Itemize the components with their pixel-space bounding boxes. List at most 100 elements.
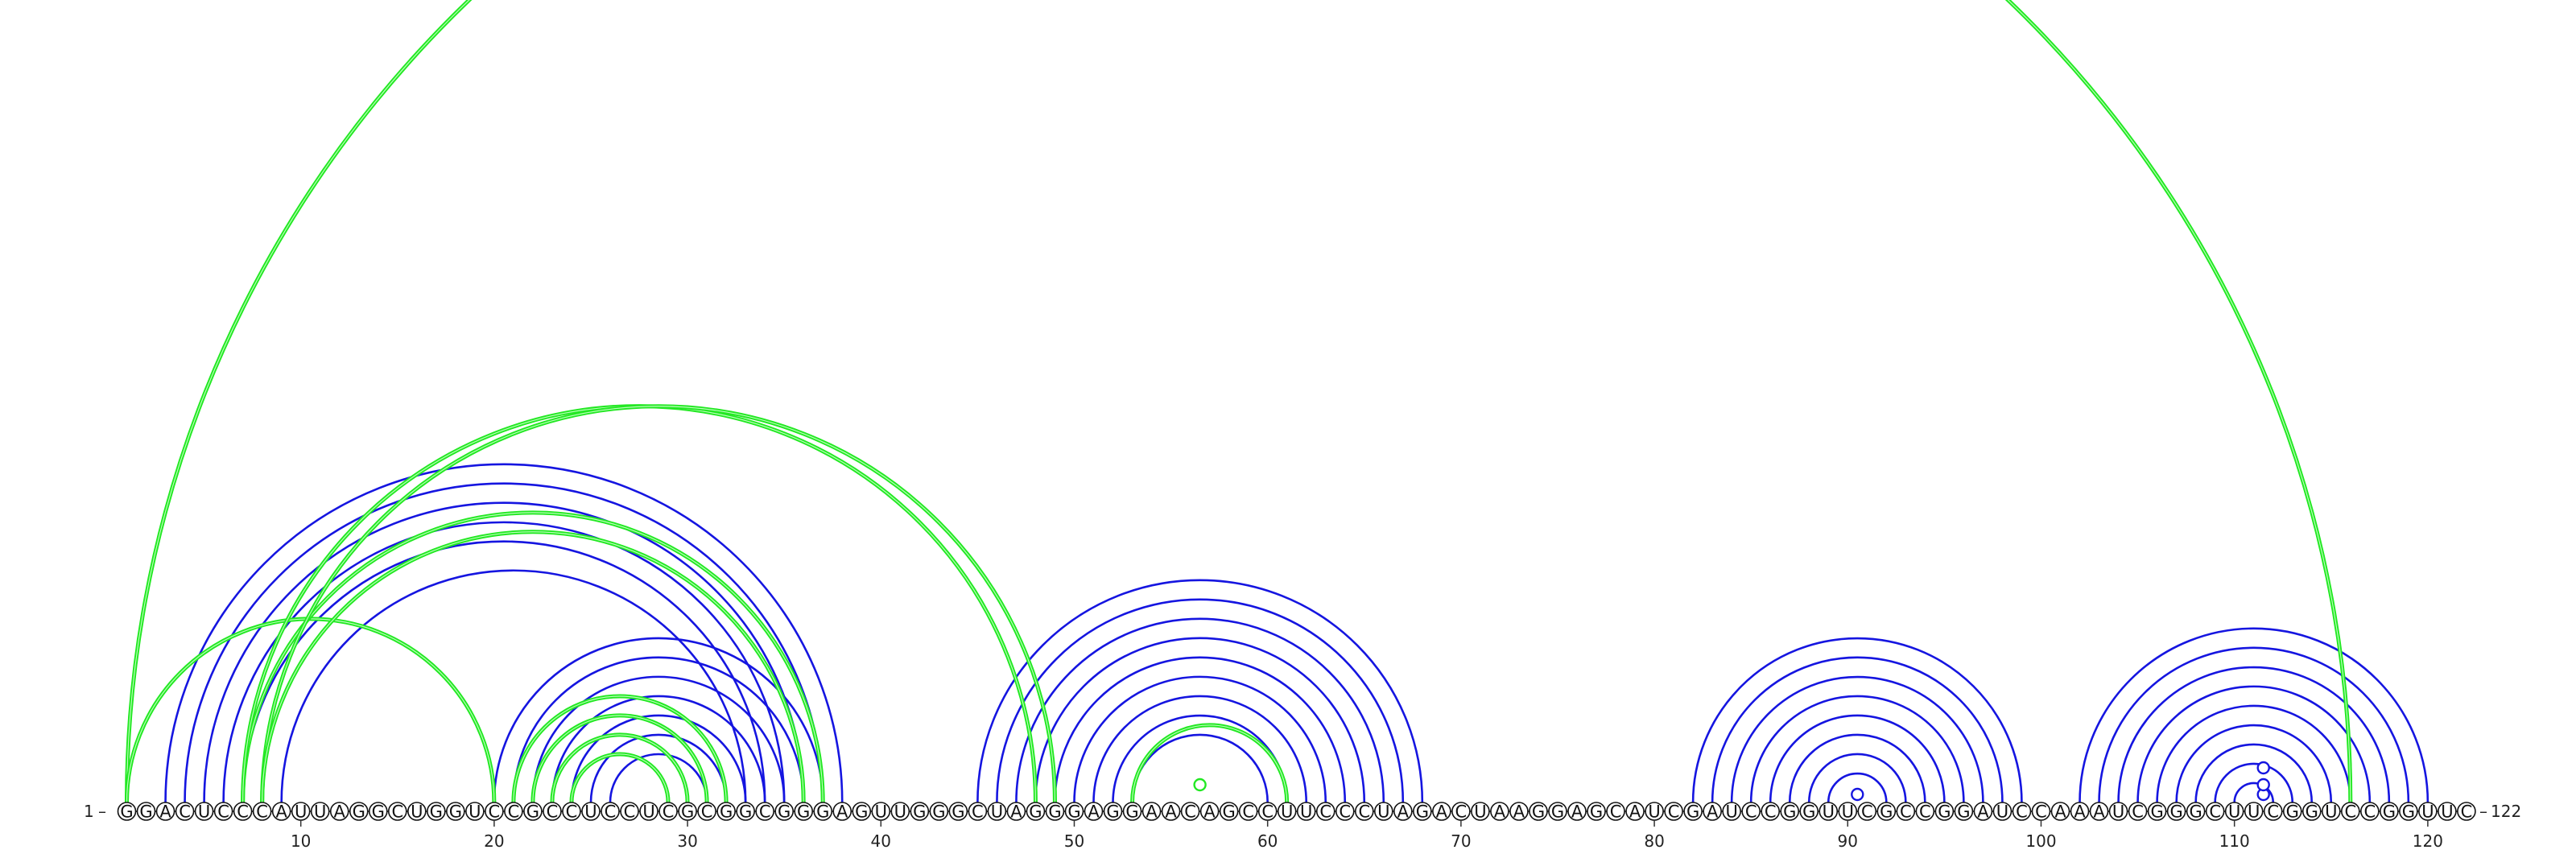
nucleotide-letter-13: G xyxy=(353,802,365,822)
nucleotide-letter-56: C xyxy=(1184,802,1196,822)
base-pair-arc-109-113 xyxy=(2214,762,2294,803)
base-pair-arc-highlight-8-36 xyxy=(262,531,804,803)
end-position-label: 122 xyxy=(2491,802,2521,821)
nucleotide-circle-37 xyxy=(813,802,833,821)
nucleotide-circle-55 xyxy=(1161,802,1181,821)
nucleotide-circle-39 xyxy=(852,802,872,821)
tick-label-60: 60 xyxy=(1257,831,1278,851)
nucleotide-circle-74 xyxy=(1529,802,1548,821)
nucleotide-circle-44 xyxy=(948,802,968,821)
nucleotide-letter-5: U xyxy=(198,802,210,822)
base-pair-arc-23-34 xyxy=(551,695,766,803)
nucleotide-circle-92 xyxy=(1876,802,1897,821)
nucleotide-circle-53 xyxy=(1122,802,1142,821)
nucleotide-letter-43: G xyxy=(932,802,945,822)
nucleotide-letter-79: A xyxy=(1629,802,1641,822)
base-pair-arc-88-93 xyxy=(1807,753,1907,803)
nucleotide-letter-44: G xyxy=(952,802,964,822)
base-pair-arc-highlight-7-48 xyxy=(242,405,1037,803)
base-pair-arc-21-36 xyxy=(512,656,805,803)
nucleotide-letter-12: A xyxy=(334,802,346,822)
base-pair-arc-47-66 xyxy=(1015,617,1385,803)
nucleotide-circle-91 xyxy=(1857,802,1877,821)
base-pair-arc-51-62 xyxy=(1092,695,1308,803)
nucleotide-circle-8 xyxy=(252,802,272,821)
tick-label-120: 120 xyxy=(2413,831,2443,851)
nucleotide-circle-56 xyxy=(1180,802,1200,821)
nucleotide-circle-31 xyxy=(697,802,716,821)
nucleotide-circle-12 xyxy=(329,802,349,821)
nucleotide-circle-93 xyxy=(1896,802,1916,821)
nucleotide-letter-64: C xyxy=(1339,802,1351,822)
nucleotide-circle-36 xyxy=(794,802,814,821)
nucleotide-circle-107 xyxy=(2166,802,2186,821)
nucleotide-letter-68: G xyxy=(1416,802,1429,822)
nucleotide-circle-119 xyxy=(2399,802,2418,821)
nucleotide-letter-110: U xyxy=(2228,802,2240,822)
nucleotide-circle-61 xyxy=(1277,802,1297,821)
nucleotide-letter-49: G xyxy=(1048,802,1061,822)
nucleotide-circle-102 xyxy=(2070,802,2090,821)
nucleotide-circle-113 xyxy=(2282,802,2302,821)
nucleotide-letter-92: G xyxy=(1880,802,1893,822)
nucleotide-letter-91: C xyxy=(1861,802,1873,822)
base-pair-arc-45-68 xyxy=(976,579,1424,803)
nucleotide-letter-51: A xyxy=(1088,802,1100,822)
nucleotide-circle-54 xyxy=(1141,802,1162,821)
base-pair-arc-24-29 xyxy=(569,752,671,803)
tick-label-110: 110 xyxy=(2219,831,2250,851)
nucleotide-circle-9 xyxy=(271,802,291,821)
nucleotide-letter-35: G xyxy=(778,802,791,822)
nucleotide-circle-86 xyxy=(1761,802,1780,821)
base-pair-arc-highlight-21-32 xyxy=(513,695,727,803)
nucleotide-circle-99 xyxy=(2012,802,2032,821)
nucleotide-letter-42: G xyxy=(913,802,926,822)
nucleotide-letter-17: G xyxy=(430,802,443,822)
base-pair-arc-53-61 xyxy=(1130,723,1290,803)
nucleotide-letter-25: U xyxy=(584,802,597,822)
nucleotide-circle-26 xyxy=(601,802,620,821)
nucleotide-letter-98: U xyxy=(1996,802,2008,822)
nucleotide-circle-23 xyxy=(543,802,562,821)
nucleotide-letter-57: A xyxy=(1203,802,1216,822)
nucleotide-circle-78 xyxy=(1606,802,1625,821)
nucleotide-circle-3 xyxy=(155,802,175,821)
nucleotide-letter-71: U xyxy=(1474,802,1486,822)
base-pair-arc-highlight-22-31 xyxy=(532,715,708,803)
nucleotide-letter-59: C xyxy=(1242,802,1254,822)
nucleotide-circle-45 xyxy=(968,802,988,821)
base-pair-arc-highlight-1-116 xyxy=(126,0,2351,803)
base-pair-arc-25-32 xyxy=(589,733,728,803)
tick-label-90: 90 xyxy=(1838,831,1858,851)
nucleotide-circle-59 xyxy=(1238,802,1258,821)
base-pair-arc-83-98 xyxy=(1711,656,2004,803)
nucleotide-letter-32: G xyxy=(720,802,733,822)
nucleotide-circle-111 xyxy=(2244,802,2264,821)
nucleotide-letter-21: C xyxy=(508,802,520,822)
nucleotide-letter-112: C xyxy=(2267,802,2279,822)
nucleotide-circle-35 xyxy=(774,802,794,821)
base-pair-arc-102-120 xyxy=(2079,627,2429,803)
nucleotide-letter-88: G xyxy=(1802,802,1815,822)
nucleotide-letter-78: C xyxy=(1610,802,1622,822)
nucleotide-letter-83: A xyxy=(1707,802,1719,822)
nucleotide-circle-82 xyxy=(1683,802,1703,821)
nucleotide-circle-16 xyxy=(407,802,427,821)
nucleotide-circle-75 xyxy=(1548,802,1567,821)
nucleotide-circle-68 xyxy=(1413,802,1432,821)
nucleotide-letter-10: U xyxy=(295,802,307,822)
nucleotide-circle-32 xyxy=(716,802,736,821)
base-pair-arc-106-116 xyxy=(2156,704,2352,803)
nucleotide-circle-58 xyxy=(1219,802,1239,821)
nucleotide-letter-81: C xyxy=(1668,802,1680,822)
nucleotide-circle-6 xyxy=(213,802,233,821)
nucleotide-circle-46 xyxy=(987,802,1007,821)
nucleotide-circle-43 xyxy=(929,802,949,821)
nucleotide-letter-7: C xyxy=(237,802,249,822)
nucleotide-letter-93: C xyxy=(1900,802,1912,822)
base-pair-arc-highlight-53-61 xyxy=(1131,724,1288,803)
nucleotide-circle-52 xyxy=(1103,802,1123,821)
nucleotide-letter-48: G xyxy=(1029,802,1042,822)
nucleotide-letter-111: U xyxy=(2248,802,2260,822)
